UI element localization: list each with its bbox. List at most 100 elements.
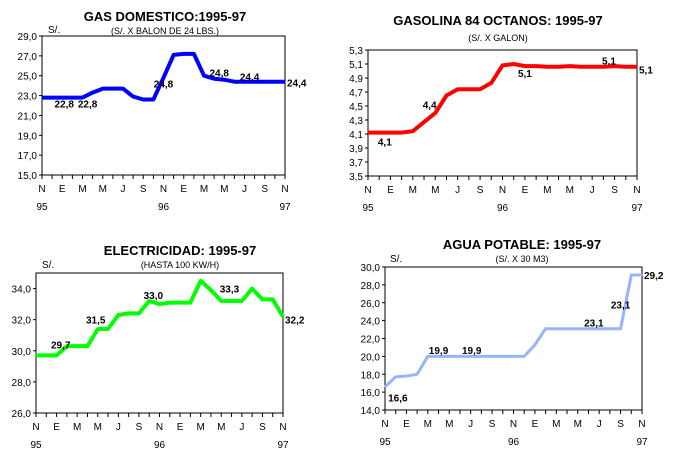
- x-year-label: 96: [497, 203, 509, 214]
- data-point: [41, 97, 43, 99]
- data-point: [163, 77, 164, 79]
- data-point: [102, 88, 104, 90]
- data-point: [254, 81, 256, 83]
- data-point: [173, 54, 175, 56]
- data-point: [231, 300, 233, 302]
- data-point: [480, 355, 482, 357]
- y-tick-label: 30,0: [361, 263, 381, 274]
- data-point: [179, 302, 181, 304]
- data-point: [159, 303, 160, 305]
- chart-subtitle: (HASTA 100 KW/H): [141, 260, 219, 270]
- data-point: [491, 355, 493, 357]
- data-point: [274, 81, 276, 83]
- x-tick-label: M: [409, 185, 417, 196]
- x-tick-label: S: [259, 422, 266, 433]
- data-point: [412, 130, 414, 132]
- data-point: [641, 274, 643, 276]
- data-point: [233, 81, 235, 83]
- chart-agua: AGUA POTABLE: 1995-97 (S/. X 30 M3) S/. 14,…: [361, 237, 664, 448]
- x-tick-label: S: [477, 185, 484, 196]
- y-tick-label: 28,0: [361, 281, 381, 292]
- data-point: [405, 375, 407, 377]
- x-tick-label: S: [611, 185, 618, 196]
- data-point: [61, 97, 63, 99]
- data-label: 19,9: [429, 346, 449, 357]
- data-label: 23,1: [584, 318, 604, 329]
- y-axis-label: S/.: [390, 254, 402, 265]
- y-tick-label: 32,0: [12, 316, 32, 327]
- x-tick-label: M: [543, 185, 551, 196]
- y-tick-label: 15,0: [18, 171, 38, 182]
- x-tick-label: N: [633, 185, 640, 196]
- x-tick-label: M: [424, 419, 432, 430]
- data-point: [384, 386, 386, 388]
- y-axis-label: S/.: [48, 25, 60, 36]
- data-point: [66, 345, 68, 347]
- data-point: [438, 355, 440, 357]
- x-tick-label: N: [510, 419, 517, 430]
- y-tick-label: 26,0: [361, 299, 381, 310]
- chart-gas: GAS DOMESTICO:1995-97 (S/. X BALON DE 24 …: [18, 9, 307, 213]
- x-year-label: 97: [277, 440, 289, 451]
- data-point: [152, 99, 154, 101]
- data-point: [203, 75, 205, 77]
- chart-subtitle: (S/. X BALON DE 24 LBS.): [111, 26, 219, 36]
- data-point: [602, 66, 604, 68]
- data-point: [82, 97, 83, 99]
- x-tick-label: E: [387, 185, 394, 196]
- x-tick-label: N: [38, 184, 45, 195]
- x-tick-label: E: [403, 419, 410, 430]
- data-label: 22,8: [78, 100, 98, 111]
- x-year-label: 97: [631, 203, 643, 214]
- y-tick-label: 30,0: [12, 347, 32, 358]
- x-tick-label: N: [160, 184, 167, 195]
- data-point: [56, 354, 58, 356]
- data-point: [241, 300, 243, 302]
- data-point: [534, 344, 536, 346]
- data-point: [76, 345, 78, 347]
- x-tick-label: N: [381, 419, 388, 430]
- data-label: 22,8: [55, 100, 75, 111]
- data-label: 24,8: [209, 69, 229, 80]
- data-point: [470, 355, 472, 357]
- data-point: [200, 280, 202, 282]
- y-tick-label: 34,0: [12, 285, 32, 296]
- data-point: [142, 99, 144, 101]
- y-tick-label: 5,3: [349, 46, 363, 57]
- data-point: [598, 328, 600, 330]
- x-tick-label: S: [136, 422, 143, 433]
- y-tick-label: 28,0: [12, 378, 32, 389]
- chart-subtitle: (S/. X 30 M3): [495, 254, 548, 264]
- x-tick-label: J: [121, 184, 126, 195]
- x-tick-label: N: [32, 422, 39, 433]
- y-tick-label: 4,5: [349, 102, 363, 113]
- data-point: [445, 95, 447, 96]
- x-tick-label: M: [73, 422, 81, 433]
- x-tick-label: S: [617, 419, 624, 430]
- data-point: [35, 354, 37, 356]
- data-point: [107, 328, 109, 330]
- x-tick-label: S: [489, 419, 496, 430]
- x-tick-label: M: [566, 185, 574, 196]
- x-tick-label: E: [59, 184, 66, 195]
- data-point: [620, 328, 622, 330]
- data-point: [132, 96, 134, 98]
- x-year-label: 97: [636, 437, 648, 448]
- data-label: 31,5: [86, 316, 106, 327]
- data-label: 29,7: [51, 341, 71, 352]
- data-point: [251, 288, 253, 290]
- y-tick-label: 25,0: [18, 72, 38, 83]
- data-point: [148, 300, 150, 302]
- y-tick-label: 3,9: [349, 144, 363, 155]
- x-year-label: 96: [508, 437, 520, 448]
- y-tick-label: 3,7: [349, 158, 363, 169]
- y-tick-label: 21,0: [18, 111, 38, 122]
- data-point: [261, 298, 263, 300]
- data-point: [112, 88, 114, 90]
- x-year-label: 96: [158, 202, 170, 213]
- y-tick-label: 27,0: [18, 52, 38, 63]
- data-label: 24,4: [287, 79, 307, 90]
- data-point: [367, 132, 369, 134]
- data-point: [580, 66, 582, 68]
- data-point: [513, 63, 515, 65]
